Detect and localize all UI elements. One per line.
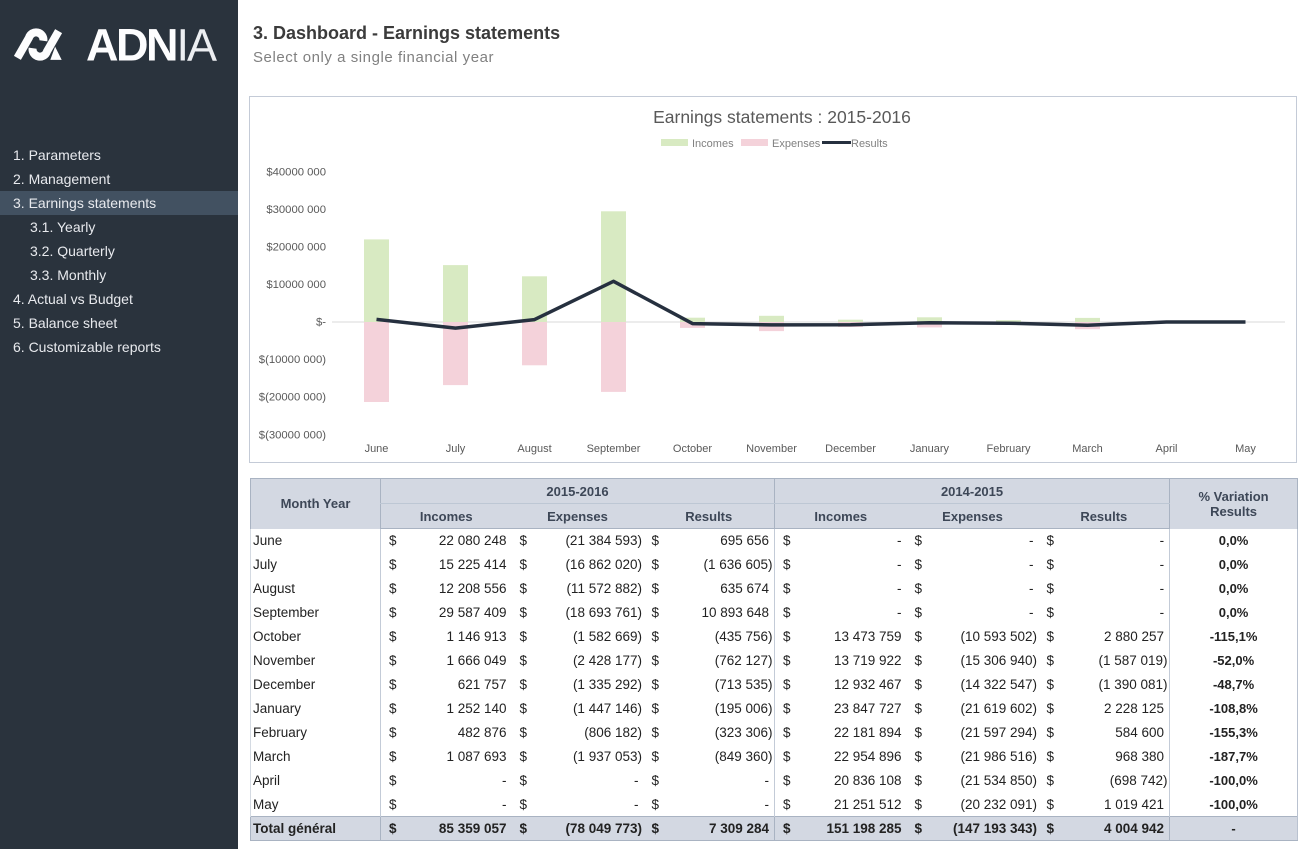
svg-text:October: October bbox=[673, 443, 712, 455]
svg-text:July: July bbox=[446, 443, 466, 455]
svg-text:Incomes: Incomes bbox=[692, 138, 734, 150]
svg-text:Expenses: Expenses bbox=[772, 138, 821, 150]
svg-text:January: January bbox=[910, 443, 950, 455]
svg-text:$-: $- bbox=[316, 317, 326, 329]
svg-text:December: December bbox=[825, 443, 876, 455]
svg-text:June: June bbox=[365, 443, 389, 455]
svg-text:$(10000 000): $(10000 000) bbox=[259, 354, 326, 366]
svg-text:$20000 000: $20000 000 bbox=[266, 241, 326, 253]
svg-text:$10000 000: $10000 000 bbox=[266, 279, 326, 291]
svg-text:$(20000 000): $(20000 000) bbox=[259, 392, 326, 404]
svg-text:ADN: ADN bbox=[86, 20, 176, 71]
svg-text:$(30000 000): $(30000 000) bbox=[259, 429, 326, 441]
svg-text:May: May bbox=[1235, 443, 1256, 455]
svg-text:February: February bbox=[986, 443, 1031, 455]
svg-text:September: September bbox=[587, 443, 641, 455]
svg-text:August: August bbox=[517, 443, 551, 455]
svg-text:IA: IA bbox=[177, 20, 218, 71]
svg-text:Earnings statements : 2015-201: Earnings statements : 2015-2016 bbox=[653, 107, 911, 127]
svg-text:Results: Results bbox=[851, 138, 888, 150]
svg-text:November: November bbox=[746, 443, 797, 455]
svg-text:April: April bbox=[1155, 443, 1177, 455]
svg-text:March: March bbox=[1072, 443, 1103, 455]
svg-text:$30000 000: $30000 000 bbox=[266, 204, 326, 216]
svg-text:$40000 000: $40000 000 bbox=[266, 166, 326, 178]
